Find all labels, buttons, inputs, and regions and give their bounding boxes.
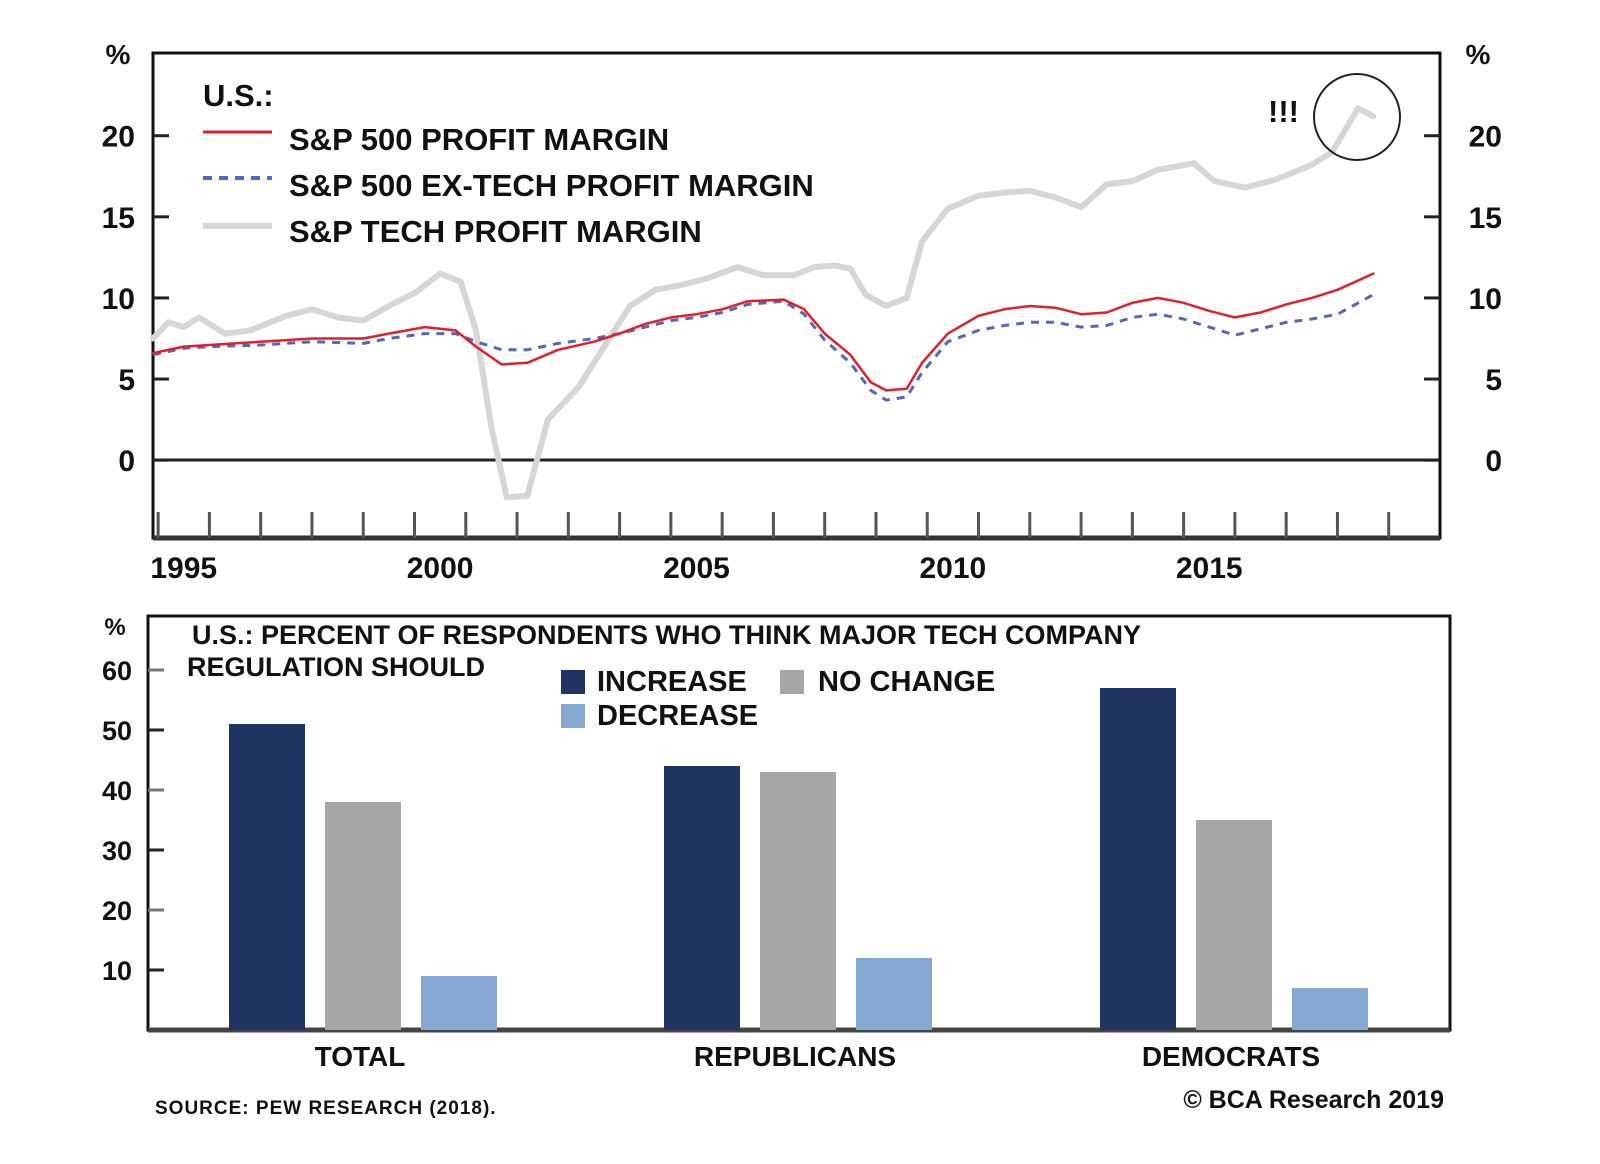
bar-democrats-no-change: [1196, 820, 1272, 1030]
legend-swatch-increase: [561, 670, 585, 694]
bar-chart-title-line1: U.S.: PERCENT OF RESPONDENTS WHO THINK M…: [192, 620, 1141, 650]
line-legend: U.S.: S&P 500 PROFIT MARGIN S&P 500 EX-T…: [203, 78, 814, 249]
x-tick-label: 2005: [663, 552, 730, 585]
y-tick-label-right: 10: [1469, 283, 1502, 316]
bar-total-increase: [229, 724, 305, 1030]
legend-label-ex-tech: S&P 500 EX-TECH PROFIT MARGIN: [289, 168, 814, 203]
annotation-circle: [1313, 73, 1401, 161]
tech-line: [150, 105, 1377, 501]
y-axis-label-right: %: [1466, 39, 1491, 70]
y-tick-label-right: 0: [1485, 445, 1502, 478]
bar-chart-title-line2: REGULATION SHOULD: [187, 652, 485, 682]
y-tick-label-left: 15: [102, 202, 135, 235]
bar-y-tick-label: 10: [102, 956, 132, 986]
bars: [229, 688, 1368, 1030]
y-tick-label-right: 20: [1469, 121, 1502, 154]
bar-y-tick-label: 30: [102, 836, 132, 866]
category-label: DEMOCRATS: [1142, 1041, 1320, 1072]
ex-tech-line: [152, 293, 1375, 402]
legend-label-tech: S&P TECH PROFIT MARGIN: [289, 214, 702, 249]
bar-legend: INCREASE NO CHANGE DECREASE: [561, 666, 995, 732]
bar-republicans-decrease: [856, 958, 932, 1030]
y-tick-label-left: 20: [102, 121, 135, 154]
bar-y-axis-ticks: 10 20 30 40 50 60: [102, 656, 164, 986]
y-axis-label-left: %: [106, 39, 131, 70]
x-tick-label: 2010: [920, 552, 987, 585]
bar-y-tick-label: 20: [102, 896, 132, 926]
annotation-exclamation: !!!: [1268, 94, 1299, 129]
y-tick-label-left: 10: [102, 283, 135, 316]
bar-total-no-change: [325, 802, 401, 1030]
y-tick-label-left: 5: [118, 364, 135, 397]
bar-republicans-increase: [664, 766, 740, 1030]
y-tick-label-right: 15: [1469, 202, 1502, 235]
legend-title: U.S.:: [203, 78, 274, 113]
legend-label-decrease: DECREASE: [597, 700, 758, 732]
legend-label-increase: INCREASE: [597, 666, 747, 698]
bar-y-tick-label: 40: [102, 776, 132, 806]
category-label: TOTAL: [315, 1041, 406, 1072]
bar-y-axis-label: %: [104, 614, 125, 641]
sp500-line: [151, 272, 1375, 392]
x-tick-label: 2000: [407, 552, 474, 585]
legend-swatch-no-change: [780, 670, 804, 694]
y-tick-label-right: 5: [1485, 364, 1502, 397]
x-tick-label: 1995: [150, 552, 217, 585]
bar-democrats-increase: [1100, 688, 1176, 1030]
y-tick-label-left: 0: [118, 445, 135, 478]
category-labels: TOTAL REPUBLICANS DEMOCRATS: [315, 1041, 1321, 1072]
x-tick-label: 2015: [1176, 552, 1243, 585]
bar-republicans-no-change: [760, 772, 836, 1030]
regulation-bar-chart: % 10 20 30 40 50 60 U.S.: PERCENT OF RESPONDE…: [102, 614, 1452, 1072]
series-lines: [150, 105, 1377, 501]
y-axis-ticks: 0 0 5 5 10 10 15 15 20 20: [102, 121, 1502, 478]
x-axis-ticks: 1995 2000 2005 2010 2015: [150, 512, 1391, 585]
bar-y-tick-label: 60: [102, 656, 132, 686]
bar-y-tick-label: 50: [102, 716, 132, 746]
category-label: REPUBLICANS: [694, 1041, 896, 1072]
copyright-note: © BCA Research 2019: [1183, 1086, 1444, 1114]
legend-label-no-change: NO CHANGE: [818, 666, 995, 698]
legend-label-sp500: S&P 500 PROFIT MARGIN: [289, 122, 669, 157]
source-note: SOURCE: PEW RESEARCH (2018).: [155, 1098, 497, 1119]
bar-democrats-decrease: [1292, 988, 1368, 1030]
plot-frame: [151, 51, 1442, 540]
legend-swatch-decrease: [561, 704, 585, 728]
bar-total-decrease: [421, 976, 497, 1030]
